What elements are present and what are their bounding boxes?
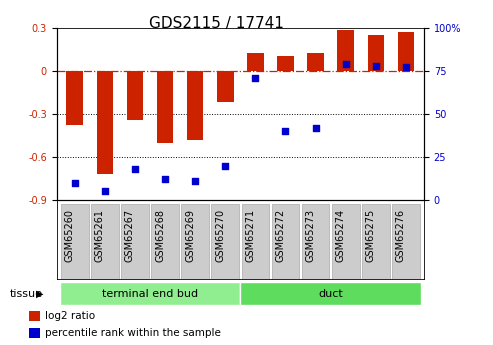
Bar xyxy=(307,53,324,71)
Bar xyxy=(151,204,179,279)
Bar xyxy=(67,71,83,125)
Bar xyxy=(398,32,414,71)
Text: GSM65261: GSM65261 xyxy=(95,209,105,262)
Text: GSM65274: GSM65274 xyxy=(336,209,346,262)
Bar xyxy=(211,204,239,279)
Bar xyxy=(61,204,89,279)
Bar xyxy=(97,71,113,174)
Bar xyxy=(337,30,354,71)
Bar xyxy=(392,204,420,279)
Bar xyxy=(127,71,143,120)
Text: GSM65269: GSM65269 xyxy=(185,209,195,262)
Bar xyxy=(187,71,204,140)
Text: GSM65260: GSM65260 xyxy=(65,209,75,262)
Bar xyxy=(247,53,264,71)
Bar xyxy=(157,71,174,142)
Point xyxy=(71,180,79,186)
Text: GDS2115 / 17741: GDS2115 / 17741 xyxy=(149,16,284,30)
Text: GSM65275: GSM65275 xyxy=(366,209,376,262)
Bar xyxy=(332,204,359,279)
Text: GSM65273: GSM65273 xyxy=(306,209,316,262)
Text: GSM65267: GSM65267 xyxy=(125,209,135,262)
Text: ▶: ▶ xyxy=(35,289,43,298)
Point xyxy=(191,178,199,184)
Point xyxy=(372,63,380,68)
Text: GSM65270: GSM65270 xyxy=(215,209,225,262)
Point xyxy=(251,75,259,80)
Text: duct: duct xyxy=(318,289,343,298)
Text: GSM65276: GSM65276 xyxy=(396,209,406,262)
Bar xyxy=(217,71,234,102)
Bar xyxy=(362,204,389,279)
Text: GSM65272: GSM65272 xyxy=(276,209,285,262)
Point xyxy=(402,65,410,70)
Text: tissue: tissue xyxy=(10,289,43,298)
Point xyxy=(131,166,139,172)
Point xyxy=(221,163,229,168)
Bar xyxy=(29,310,40,321)
Bar xyxy=(368,35,384,71)
Point xyxy=(101,189,109,194)
Bar xyxy=(242,204,269,279)
Text: GSM65271: GSM65271 xyxy=(246,209,255,262)
Bar xyxy=(121,204,149,279)
Bar xyxy=(60,282,241,305)
Point xyxy=(282,128,289,134)
Bar xyxy=(277,56,294,71)
Bar xyxy=(29,328,40,338)
Bar xyxy=(241,282,421,305)
Bar xyxy=(91,204,119,279)
Bar xyxy=(181,204,209,279)
Text: log2 ratio: log2 ratio xyxy=(45,311,95,321)
Text: terminal end bud: terminal end bud xyxy=(102,289,198,298)
Point xyxy=(312,125,319,130)
Bar xyxy=(272,204,299,279)
Bar xyxy=(302,204,329,279)
Text: GSM65268: GSM65268 xyxy=(155,209,165,262)
Point xyxy=(161,177,169,182)
Text: percentile rank within the sample: percentile rank within the sample xyxy=(45,328,220,338)
Point xyxy=(342,61,350,67)
